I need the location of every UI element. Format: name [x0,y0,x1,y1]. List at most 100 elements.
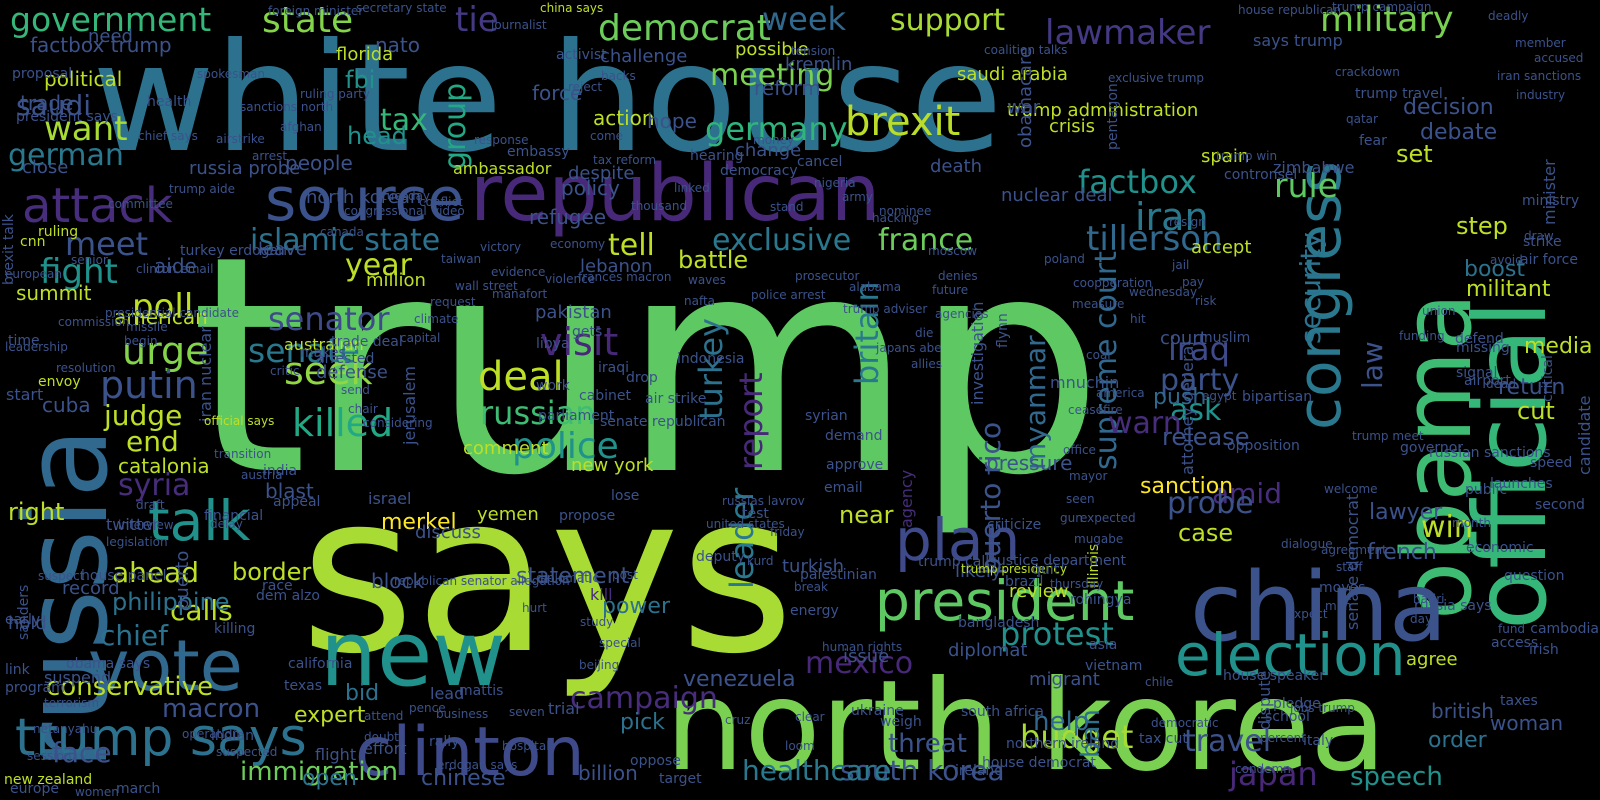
word-kurd: kurd [747,554,774,568]
word-oppose: oppose [630,753,681,769]
word-ask: ask [1170,393,1222,428]
word-activist: activist [556,47,607,63]
word-french: french [1367,540,1437,565]
word-dialogue: dialogue [1281,537,1333,551]
word-die: die [915,326,933,340]
word-pressure: pressure [986,451,1072,475]
word-push: push [1153,385,1206,410]
word-factbox-trump: factbox trump [30,33,172,57]
word-russian: russian [480,394,596,432]
word-source: source [265,165,464,235]
word-new-york: new york [571,455,654,476]
word-appeal: appeal [273,494,320,510]
word-close: close [22,157,68,178]
word-target: target [659,771,702,787]
word-power: power [602,594,671,619]
word-conflict: conflict [419,195,463,209]
word-resolution: resolution [56,361,116,375]
word-leadership: leadership [5,340,68,354]
word-trade-deal: trade deal [331,334,403,350]
word-calls: calls [170,594,233,627]
word-email: email [824,480,863,496]
word-tax-cut: tax cut [1139,731,1188,747]
word-test: test [742,506,769,522]
word-indonesia: indonesia [677,351,744,367]
word-america: america [1096,386,1145,400]
word-california: california [288,656,352,672]
word-trump-meet: trump meet [1352,429,1424,443]
word-order: order [1428,728,1488,753]
word-rally: rally [429,734,459,750]
word-speech: speech [1350,762,1443,792]
word-hurt: hurt [522,601,547,615]
word-australian: australian [284,335,364,354]
word-arrest: arrest [252,149,287,163]
word-money: money [753,133,794,147]
word-capital: capital [400,331,440,345]
word-killing: killing [214,621,255,637]
word-support: support [890,3,1005,38]
word-suspected: suspected [216,745,277,759]
word-police: police [512,426,619,467]
word-media: media [1524,334,1593,359]
word-putin: putin [100,363,198,407]
word-health: health [147,94,191,110]
word-nuclear-deal: nuclear deal [1001,185,1112,206]
word-german: german [8,138,124,173]
word-statement: statement [516,564,630,589]
word-video: video [432,204,465,218]
word-trump-aide: trump aide [169,182,235,196]
word-trump-win: trump win [1216,149,1277,163]
word-cuba: cuba [42,393,91,417]
word-chinese: chinese [421,766,506,791]
word-mugabe: mugabe [1074,532,1123,546]
word-british: british [1431,699,1494,723]
word-deadly: deadly [1488,9,1528,23]
word-minister: minister [1540,159,1559,225]
word-post: post [612,568,638,582]
word-puerto: puerto [172,551,193,610]
word-summit: summit [16,281,92,305]
word-launches: launches [1490,476,1553,492]
word-yemen: yemen [477,504,539,525]
word-review: review [1009,581,1069,602]
word-tuesday: tuesday [382,189,430,203]
word-pakistan: pakistan [535,302,612,323]
word-cabinet: cabinet [579,388,632,404]
word-chief-says: chief says [138,129,198,143]
word-refugee: refugee [529,205,606,229]
word-ruling-party: ruling party [300,87,370,101]
word-contronsel: contronsel [1224,167,1297,183]
word-trial: trial [548,699,580,718]
word-senior: senior [71,253,108,267]
word-people: people [285,151,353,175]
word-france: france [878,223,973,258]
word-comment: comment [463,438,549,459]
word-immigration: immigration [240,757,398,787]
word-risk: risk [1195,294,1217,308]
word-japan: japan [1228,755,1318,793]
word-lead: lead [430,684,464,703]
word-italy: italy [1303,733,1333,749]
word-leave: leave [258,239,307,260]
word-senate-democrat: senate democrat [1343,494,1362,630]
word-parliament: parliament [538,408,615,424]
word-legislation: legislation [106,535,168,549]
word-campaign: campaign [570,681,718,716]
word-amid: amid [1212,477,1282,510]
word-dead: dead [1486,377,1516,391]
word-supreme-court: supreme court [1089,251,1124,470]
word-avoid: avoid [1490,253,1523,267]
word-russia: russia [0,428,134,770]
word-women: women [75,785,119,799]
word-europe: europe [10,781,59,797]
word-tell: tell [608,228,655,263]
word-chile: chile [1145,675,1173,689]
word-record: record [62,578,120,599]
word-sanctions-north: sanctions north [240,100,333,114]
word-cut: cut [1517,397,1555,425]
word-pentagon: pentagon [1105,83,1121,150]
word-week: week [762,0,847,38]
word-boost: boost [1464,257,1525,282]
